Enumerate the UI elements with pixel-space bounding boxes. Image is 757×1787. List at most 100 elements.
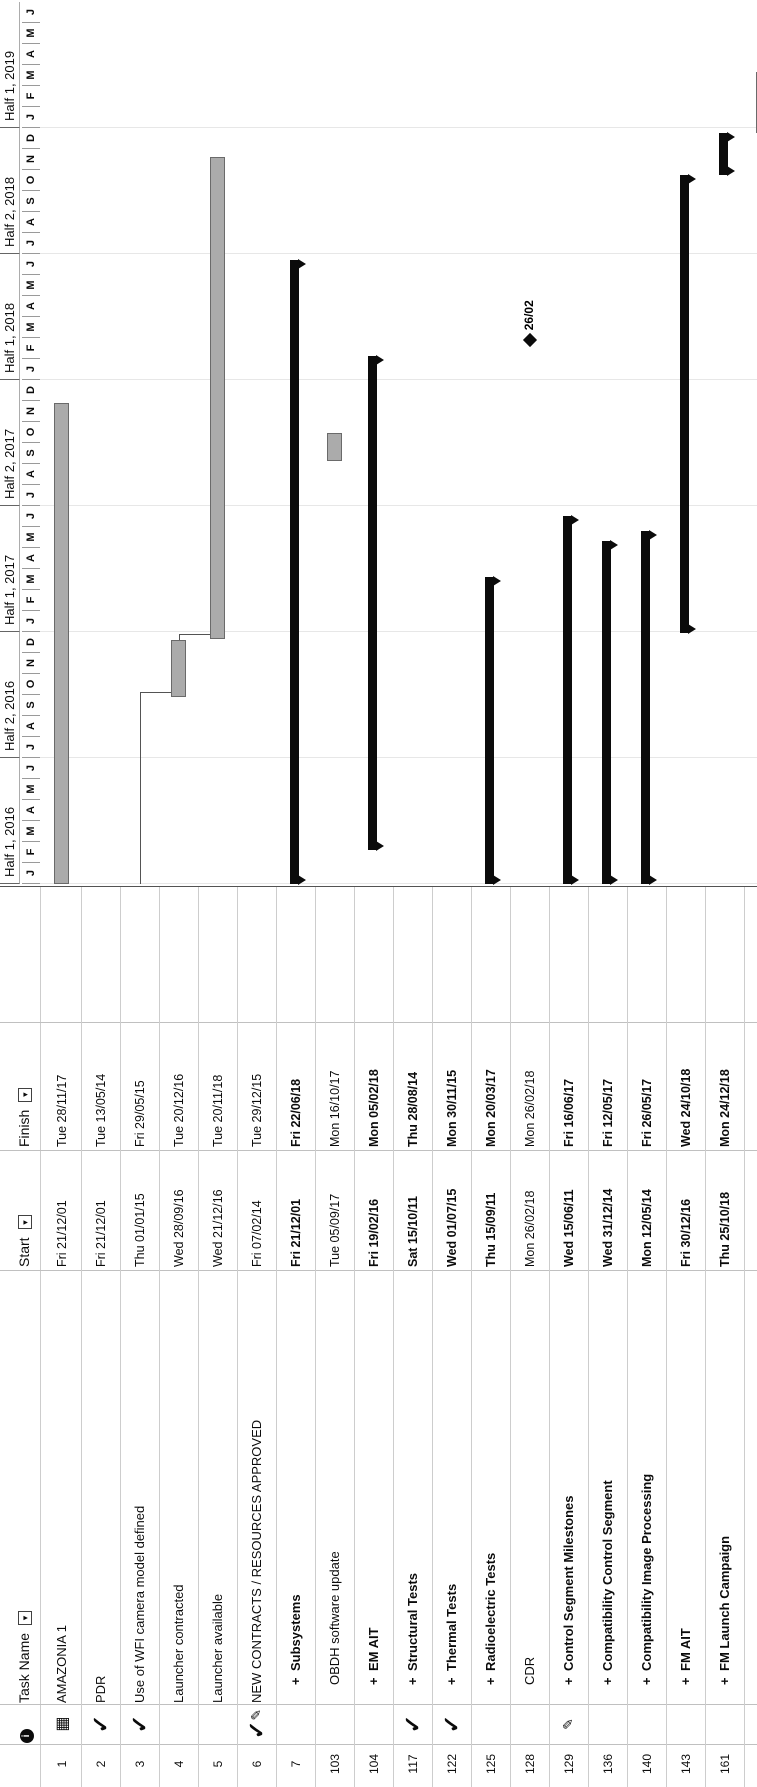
expand-icon[interactable]: + bbox=[366, 1677, 381, 1685]
finish-date[interactable]: Wed 24/10/18 bbox=[678, 1068, 693, 1147]
start-date[interactable]: Fri 21/12/01 bbox=[93, 1200, 108, 1267]
task-bar[interactable] bbox=[209, 156, 225, 640]
task-name[interactable]: + Thermal Tests bbox=[432, 1245, 471, 1703]
task-row[interactable]: 5 Launcher available Wed 21/12/16 Tue 20/11… bbox=[198, 887, 237, 1787]
expand-icon[interactable]: + bbox=[288, 1677, 303, 1685]
task-name[interactable]: Launcher contracted bbox=[159, 1263, 198, 1703]
expand-icon[interactable]: + bbox=[600, 1677, 615, 1685]
task-name[interactable]: Use of WFI camera model defined bbox=[120, 1263, 159, 1703]
finish-date[interactable]: Mon 16/10/17 bbox=[327, 1070, 342, 1147]
finish-date[interactable]: Thu 28/08/14 bbox=[405, 1071, 420, 1147]
finish-date[interactable]: Fri 16/06/17 bbox=[561, 1078, 576, 1147]
start-date[interactable]: Thu 01/01/15 bbox=[132, 1193, 147, 1267]
start-date[interactable]: Thu 15/09/11 bbox=[483, 1192, 498, 1267]
task-row[interactable]: 128 CDR Mon 26/02/18 Mon 26/02/18 bbox=[510, 887, 549, 1787]
expand-icon[interactable]: + bbox=[444, 1677, 459, 1685]
task-row[interactable]: 117 ✓ + Structural Tests Sat 15/10/11 Thu 28/… bbox=[393, 887, 432, 1787]
task-name[interactable]: Launcher available bbox=[198, 1263, 237, 1703]
task-row[interactable]: 140 + Compatibility Image Processing Mon 12… bbox=[627, 887, 666, 1787]
summary-bar[interactable] bbox=[562, 516, 572, 884]
task-row[interactable]: 2 ✓ PDR Fri 21/12/01 Tue 13/05/14 bbox=[81, 887, 120, 1787]
task-name[interactable]: + FM Launch Campaign bbox=[705, 1245, 744, 1703]
start-date[interactable]: Wed 15/06/11 bbox=[561, 1189, 576, 1267]
finish-header[interactable]: Finish ▾ bbox=[0, 1027, 40, 1147]
start-date[interactable]: Sat 15/10/11 bbox=[405, 1196, 420, 1267]
task-row[interactable]: 161 + FM Launch Campaign Thu 25/10/18 Mon 24… bbox=[705, 887, 744, 1787]
task-bar[interactable] bbox=[53, 403, 69, 884]
task-row[interactable]: 104 + EM AIT Fri 19/02/16 Mon 05/02/18 bbox=[354, 887, 393, 1787]
finish-date[interactable]: Thu 21/03/19 bbox=[744, 1027, 757, 1147]
summary-bar[interactable] bbox=[367, 356, 377, 850]
task-name[interactable]: + Compatibility Image Processing bbox=[627, 1245, 666, 1703]
task-row[interactable]: 6 ✓ ✎ NEW CONTRACTS / RESOURCES APPROVED Fri… bbox=[237, 887, 276, 1787]
task-name[interactable]: IOT and Commissioning Phase bbox=[744, 1245, 757, 1703]
start-date[interactable]: Wed 28/09/16 bbox=[171, 1189, 186, 1267]
finish-date[interactable]: Fri 29/05/15 bbox=[132, 1080, 147, 1147]
task-name[interactable]: + Radioelectric Tests bbox=[471, 1245, 510, 1703]
expand-icon[interactable]: + bbox=[405, 1677, 420, 1685]
summary-bar[interactable] bbox=[640, 531, 650, 884]
start-date[interactable]: Mon 26/02/18 bbox=[522, 1190, 537, 1267]
task-row[interactable]: 125 + Radioelectric Tests Thu 15/09/11 Mon 2… bbox=[471, 887, 510, 1787]
expand-icon[interactable]: + bbox=[639, 1677, 654, 1685]
summary-bar[interactable] bbox=[601, 540, 611, 884]
expand-icon[interactable]: + bbox=[678, 1677, 693, 1685]
task-name[interactable]: + Structural Tests bbox=[393, 1245, 432, 1703]
finish-date[interactable]: Mon 20/03/17 bbox=[483, 1069, 498, 1147]
expand-icon[interactable]: + bbox=[717, 1677, 732, 1685]
task-row[interactable]: 1 ▦ AMAZONIA 1 Fri 21/12/01 Tue 28/11/17 bbox=[42, 887, 81, 1787]
dropdown-arrow-icon[interactable]: ▾ bbox=[18, 1610, 32, 1625]
finish-date[interactable]: Fri 22/06/18 bbox=[288, 1078, 303, 1147]
task-name[interactable]: + EM AIT bbox=[354, 1245, 393, 1703]
summary-bar[interactable] bbox=[718, 133, 728, 175]
finish-date[interactable]: Tue 29/12/15 bbox=[249, 1073, 264, 1147]
summary-bar[interactable] bbox=[484, 577, 494, 884]
finish-date[interactable]: Tue 20/11/18 bbox=[210, 1074, 225, 1147]
finish-date[interactable]: Mon 24/12/18 bbox=[717, 1069, 732, 1147]
start-date[interactable]: Wed 31/12/14 bbox=[600, 1188, 615, 1267]
start-date[interactable]: Tue 05/09/17 bbox=[327, 1193, 342, 1267]
task-row[interactable]: 103 OBDH software update Tue 05/09/17 Mon 1… bbox=[315, 887, 354, 1787]
task-name[interactable]: + FM AIT bbox=[666, 1245, 705, 1703]
task-name[interactable]: NEW CONTRACTS / RESOURCES APPROVED bbox=[237, 1263, 276, 1703]
task-name[interactable]: + Compatibility Control Segment bbox=[588, 1245, 627, 1703]
expand-icon[interactable]: + bbox=[561, 1677, 576, 1685]
milestone-diamond[interactable] bbox=[522, 333, 537, 348]
task-name-header[interactable]: Task Name ▾ bbox=[0, 1283, 40, 1703]
finish-date[interactable]: Mon 05/02/18 bbox=[366, 1069, 381, 1147]
start-header[interactable]: Start ▾ bbox=[0, 1147, 40, 1267]
summary-bar[interactable] bbox=[289, 260, 299, 884]
finish-date[interactable]: Mon 26/02/18 bbox=[522, 1070, 537, 1147]
task-row[interactable]: 122 ✓ + Thermal Tests Wed 01/07/15 Mon 30/11/… bbox=[432, 887, 471, 1787]
start-date[interactable]: Tue 25/12/18 bbox=[744, 1157, 757, 1267]
task-row[interactable]: 3 ✓ Use of WFI camera model defined Thu 01/… bbox=[120, 887, 159, 1787]
start-date[interactable]: Thu 25/10/18 bbox=[717, 1191, 732, 1267]
start-date[interactable]: Fri 30/12/16 bbox=[678, 1198, 693, 1267]
finish-date[interactable]: Fri 26/05/17 bbox=[639, 1078, 654, 1147]
task-name[interactable]: AMAZONIA 1 bbox=[42, 1263, 81, 1703]
task-row[interactable]: 143 + FM AIT Fri 30/12/16 Wed 24/10/18 bbox=[666, 887, 705, 1787]
finish-date[interactable]: Tue 20/12/16 bbox=[171, 1073, 186, 1147]
indicator-header[interactable]: i bbox=[0, 1705, 40, 1743]
task-row[interactable]: 129 ✎ + Control Segment Milestones Wed 15/06… bbox=[549, 887, 588, 1787]
dropdown-arrow-icon[interactable]: ▾ bbox=[18, 1087, 32, 1102]
finish-date[interactable]: Mon 30/11/15 bbox=[444, 1069, 459, 1147]
task-name[interactable]: CDR bbox=[510, 1245, 549, 1703]
finish-date[interactable]: Fri 12/05/17 bbox=[600, 1078, 615, 1147]
task-name[interactable]: OBDH software update bbox=[315, 1245, 354, 1703]
task-row[interactable]: 4 Launcher contracted Wed 28/09/16 Tue 20/1… bbox=[159, 887, 198, 1787]
start-date[interactable]: Wed 01/07/15 bbox=[444, 1188, 459, 1267]
task-row[interactable]: 7 + Subsystems Fri 21/12/01 Fri 22/06/18 bbox=[276, 887, 315, 1787]
start-date[interactable]: Wed 21/12/16 bbox=[210, 1189, 225, 1267]
finish-date[interactable]: Tue 28/11/17 bbox=[54, 1074, 69, 1147]
start-date[interactable]: Fri 19/02/16 bbox=[366, 1198, 381, 1267]
start-date[interactable]: Fri 21/12/01 bbox=[288, 1198, 303, 1267]
task-row[interactable]: 171 IOT and Commissioning PhaseTue 25/12/… bbox=[744, 887, 757, 1787]
task-bar[interactable] bbox=[170, 640, 186, 698]
expand-icon[interactable]: + bbox=[483, 1677, 498, 1685]
task-name[interactable]: + Subsystems bbox=[276, 1245, 315, 1703]
finish-date[interactable]: Tue 13/05/14 bbox=[93, 1073, 108, 1147]
task-name[interactable]: PDR bbox=[81, 1263, 120, 1703]
start-date[interactable]: Fri 07/02/14 bbox=[249, 1200, 264, 1267]
task-name[interactable]: + Control Segment Milestones bbox=[549, 1245, 588, 1703]
